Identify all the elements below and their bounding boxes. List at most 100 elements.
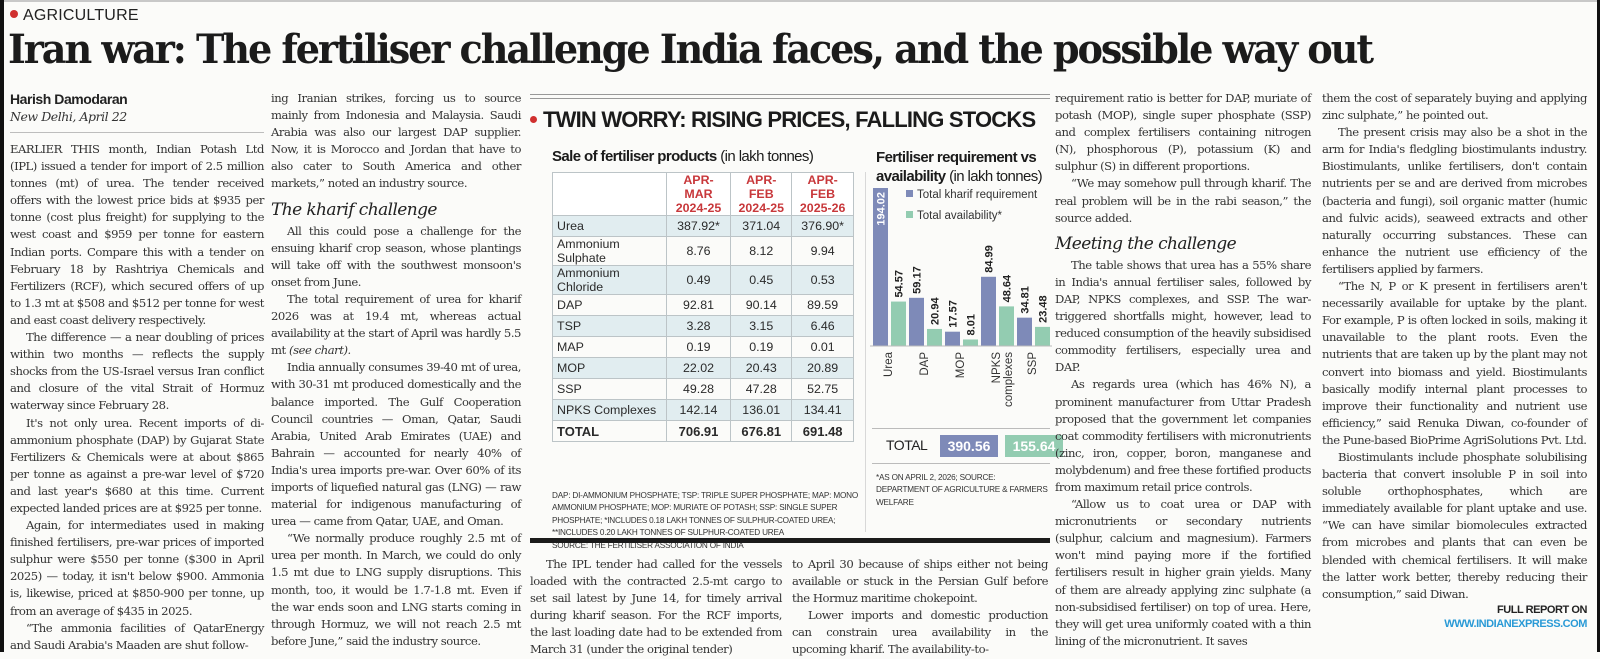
total-availability-badge: 155.64 (1005, 435, 1063, 457)
bar-value-label: 34.81 (1020, 286, 1032, 314)
table-row: SSP 49.28 47.28 52.75 (552, 378, 854, 400)
cell-value: 134.41 (791, 399, 854, 421)
bar-availability (963, 339, 978, 346)
paragraph: Biostimulants include phosphate solubili… (1322, 449, 1587, 601)
bar-requirement (945, 331, 960, 346)
website-link[interactable]: WWW.INDIANEXPRESS.COM (1444, 617, 1587, 630)
row-label: TSP (552, 315, 667, 337)
category-label: complexes (1003, 352, 1015, 407)
paragraph: “We normally produce roughly 2.5 mt of u… (271, 531, 521, 648)
cell-value: 89.59 (791, 294, 854, 316)
double-rule (530, 94, 1050, 99)
header-col-2: APR-FEB 2024-25 (730, 172, 793, 216)
cell-value: 47.28 (730, 378, 793, 400)
category-label: Urea (883, 351, 895, 377)
row-label: MOP (552, 357, 667, 379)
table-row: Ammonium Sulphate 8.76 8.12 9.94 (552, 236, 854, 266)
bar-value-label: 23.48 (1038, 295, 1050, 323)
cell-value: 90.14 (730, 294, 793, 316)
bar-requirement (1017, 317, 1032, 346)
cell-value: 0.01 (791, 336, 854, 358)
top-rule (0, 0, 1600, 2)
row-label: MAP (552, 336, 667, 358)
row-label: DAP (552, 294, 667, 316)
cell-value: 6.46 (791, 315, 854, 337)
table-title-bold: Sale of fertiliser products (552, 148, 717, 165)
cell-value: 676.81 (730, 420, 793, 442)
paragraph: The present crisis may also be a shot in… (1322, 125, 1587, 276)
column-1: Harish Damodaran New Delhi, April 22 EAR… (10, 90, 264, 654)
infographic: TWIN WORRY: RISING PRICES, FALLING STOCK… (530, 94, 1050, 133)
cell-value: 9.94 (791, 236, 854, 266)
table-row: DAP 92.81 90.14 89.59 (552, 294, 854, 316)
paragraph: “The ammonia facilities of QatarEnergy a… (10, 620, 264, 652)
cell-value: 0.53 (791, 265, 854, 295)
table-row: NPKS Complexes 142.14 136.01 134.41 (552, 399, 854, 421)
cell-value: 92.81 (665, 294, 732, 316)
legend-label: Total availability* (917, 210, 1003, 222)
paragraph: As regards urea (which has 46% N), a pro… (1055, 377, 1311, 494)
cell-value: 8.76 (665, 236, 732, 266)
full-report-link[interactable]: FULL REPORT ON WWW.INDIANEXPRESS.COM (1322, 603, 1587, 631)
table-row: TOTAL 706.91 676.81 691.48 (552, 420, 854, 442)
row-label: Urea (552, 215, 667, 237)
bar-availability (891, 301, 906, 346)
paragraph: All this could pose a challenge for the … (271, 223, 521, 289)
row-label: NPKS Complexes (552, 399, 667, 421)
total-requirement-badge: 390.56 (940, 435, 998, 457)
cell-value: 3.15 (730, 315, 793, 337)
header-line: APR-FEB (807, 173, 838, 201)
cell-value: 49.28 (665, 378, 732, 400)
subhead-kharif-challenge: The kharif challenge (271, 199, 437, 220)
chart-title: Fertiliser requirement vs availability (… (876, 148, 1051, 186)
paragraph: “We may somehow pull through kharif. The… (1055, 176, 1311, 225)
header-col-1: APR-MAR 2024-25 (665, 172, 732, 216)
table-row: Urea 387.92* 371.04 376.90* (552, 215, 854, 237)
category-label: MOP (955, 352, 967, 379)
cell-value: 706.91 (665, 420, 732, 442)
bar-requirement (981, 276, 996, 346)
paragraph: The table shows that urea has a 55% shar… (1055, 257, 1311, 375)
cell-value: 142.14 (665, 399, 732, 421)
total-label: TOTAL (886, 437, 928, 453)
paragraph: The difference — a near doubling of pric… (10, 330, 264, 413)
header-empty (552, 172, 667, 216)
cell-value: 0.49 (665, 265, 732, 295)
category-label: SSP (1027, 352, 1039, 375)
bar-value-label: 59.17 (912, 266, 924, 294)
cell-value: 3.28 (665, 315, 732, 337)
table-row: MOP 22.02 20.43 20.89 (552, 357, 854, 379)
bar-value-label: 8.01 (966, 314, 978, 335)
bullet-dot-icon (530, 116, 537, 123)
paragraph: requirement ratio is better for DAP, mur… (1055, 91, 1311, 174)
paragraph: them the cost of separately buying and a… (1322, 91, 1587, 123)
bar-requirement (909, 297, 924, 346)
table-notes: DAP: DI-AMMONIUM PHOSPHATE; TSP: TRIPLE … (552, 490, 862, 552)
table-title-unit: (in lakh tonnes) (720, 148, 814, 165)
chart-title-unit: (in lakh tonnes) (949, 168, 1043, 185)
paragraph: Again, for intermediates used in making … (10, 518, 264, 618)
bar-value-label: 17.57 (948, 300, 960, 328)
left-border (0, 0, 4, 652)
paragraph: to April 30 because of ships either not … (792, 557, 1048, 606)
bar-value-label: 20.94 (930, 297, 942, 325)
header-line: 2025-26 (799, 201, 846, 215)
paragraph: The IPL tender had called for the vessel… (530, 557, 782, 657)
bar-value-label: 54.57 (894, 270, 906, 298)
right-border (1597, 0, 1600, 652)
table-header-row: APR-MAR 2024-25 APR-FEB 2024-25 APR-FEB 202… (552, 172, 854, 216)
row-label: SSP (552, 378, 667, 400)
legend-label: Total kharif requirement (917, 189, 1038, 201)
bar-availability (927, 328, 942, 346)
cell-value: 136.01 (730, 399, 793, 421)
cell-value: 0.45 (730, 265, 793, 295)
author-byline: Harish Damodaran (10, 91, 128, 107)
header-line: APR-MAR (683, 173, 714, 201)
table-row: TSP 3.28 3.15 6.46 (552, 315, 854, 337)
bar-value-label: 48.64 (1002, 274, 1014, 302)
paragraph: “Allow us to coat urea or DAP with micro… (1055, 497, 1311, 648)
legend-swatch (906, 190, 913, 197)
cell-value: 691.48 (791, 420, 854, 442)
section-label: AGRICULTURE (23, 7, 139, 24)
row-label: Ammonium Chloride (552, 265, 667, 295)
